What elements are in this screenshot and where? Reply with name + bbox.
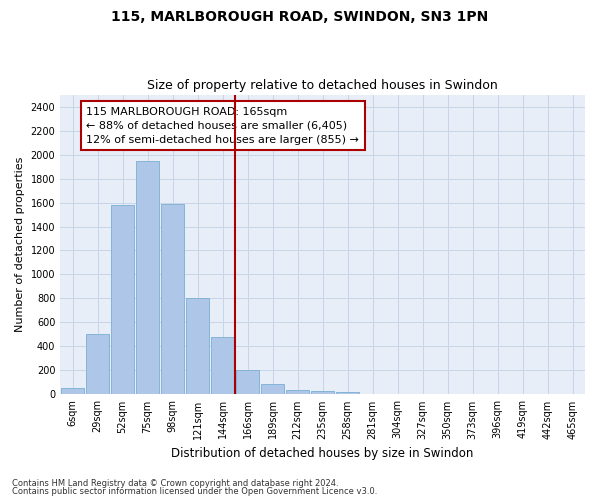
Bar [211,337,234,394]
Bar [86,334,109,394]
X-axis label: Distribution of detached houses by size in Swindon: Distribution of detached houses by size … [172,447,474,460]
Bar [112,205,134,394]
Bar [187,298,209,394]
Bar [337,392,359,394]
Text: 115 MARLBOROUGH ROAD: 165sqm
← 88% of detached houses are smaller (6,405)
12% of: 115 MARLBOROUGH ROAD: 165sqm ← 88% of de… [86,106,359,144]
Bar [136,160,159,394]
Bar [311,391,334,394]
Bar [286,390,309,394]
Y-axis label: Number of detached properties: Number of detached properties [15,157,25,332]
Bar [161,204,184,394]
Bar [61,388,84,394]
Bar [236,370,259,394]
Text: Contains HM Land Registry data © Crown copyright and database right 2024.: Contains HM Land Registry data © Crown c… [12,478,338,488]
Text: Contains public sector information licensed under the Open Government Licence v3: Contains public sector information licen… [12,487,377,496]
Text: 115, MARLBOROUGH ROAD, SWINDON, SN3 1PN: 115, MARLBOROUGH ROAD, SWINDON, SN3 1PN [112,10,488,24]
Bar [262,384,284,394]
Title: Size of property relative to detached houses in Swindon: Size of property relative to detached ho… [147,79,498,92]
